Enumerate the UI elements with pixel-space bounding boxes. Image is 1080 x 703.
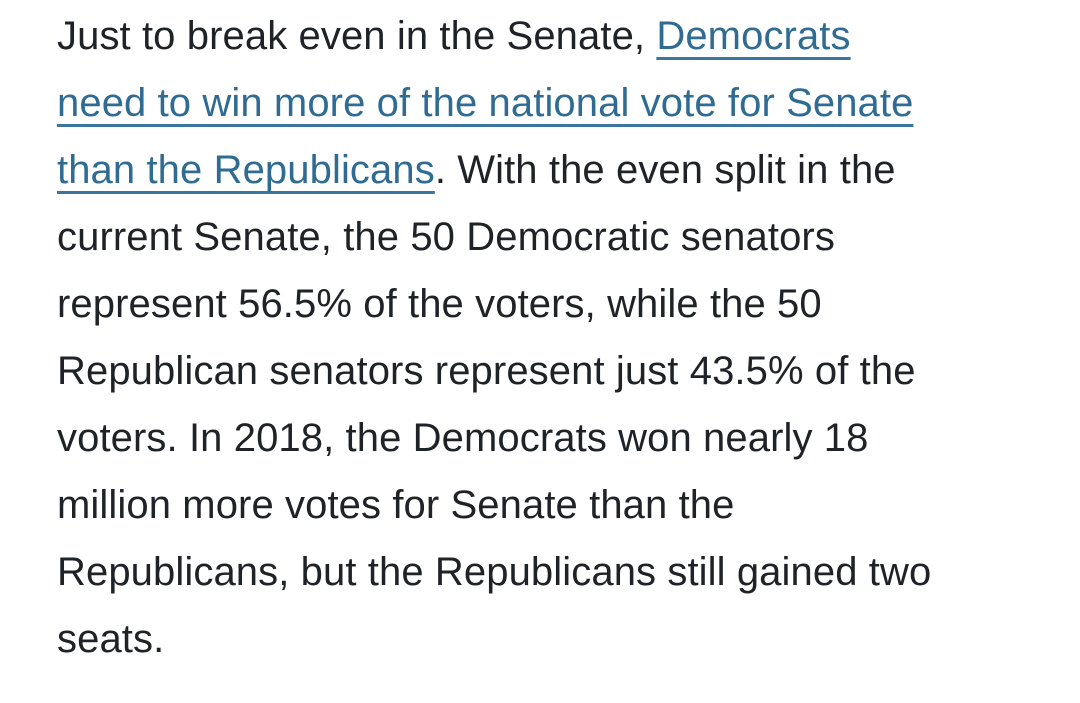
senate-vote-link[interactable]: Democrats need to win more of the nation…	[57, 14, 914, 192]
paragraph-text-after-link: . With the even split in the current Sen…	[57, 148, 932, 661]
article-body: Just to break even in the Senate, Democr…	[57, 3, 1023, 673]
paragraph-text-before-link: Just to break even in the Senate,	[57, 14, 657, 58]
article-paragraph: Just to break even in the Senate, Democr…	[57, 3, 1023, 673]
